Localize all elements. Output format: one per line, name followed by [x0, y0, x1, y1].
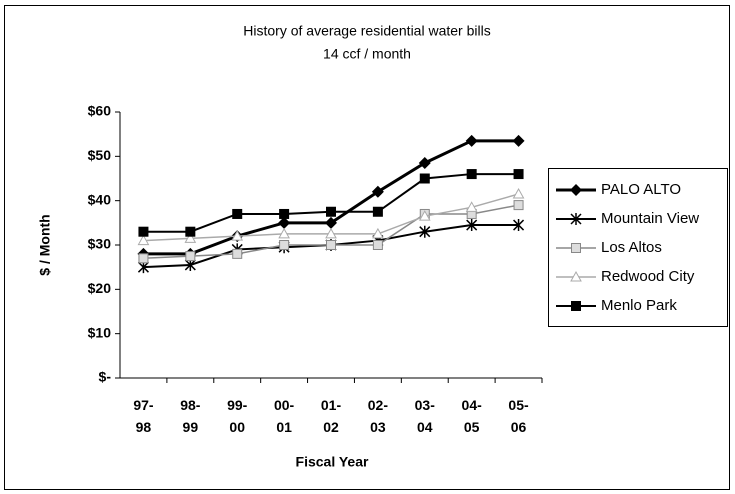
- data-point: [466, 169, 477, 180]
- data-point: [137, 234, 150, 246]
- data-point: [278, 227, 290, 239]
- x-axis-label: Fiscal Year: [296, 454, 369, 470]
- y-tick-label: $10: [88, 324, 112, 340]
- data-point: [513, 200, 524, 211]
- x-tick-label: 03-04: [414, 397, 435, 435]
- y-tick-label: $30: [88, 236, 112, 252]
- y-tick-label: $50: [88, 147, 112, 163]
- data-point: [326, 206, 336, 217]
- legend-marker: [570, 213, 582, 225]
- data-point: [372, 206, 383, 217]
- data-point: [278, 216, 291, 229]
- legend-label: Los Altos: [601, 239, 662, 256]
- data-point: [513, 219, 525, 232]
- legend-marker: [570, 184, 582, 196]
- data-point: [325, 227, 337, 239]
- x-tick-label: 99-00: [227, 397, 248, 435]
- legend-label: Menlo Park: [601, 297, 677, 314]
- data-point: [326, 240, 336, 250]
- data-point: [419, 225, 431, 238]
- data-point: [138, 226, 149, 237]
- data-point: [325, 216, 337, 229]
- data-point: [279, 240, 290, 250]
- legend-marker: [571, 243, 581, 253]
- data-point: [372, 227, 384, 239]
- data-point: [465, 134, 478, 147]
- data-point: [418, 156, 431, 169]
- x-tick-label: 04-05: [461, 397, 482, 435]
- data-point: [184, 232, 197, 243]
- legend-marker: [571, 301, 581, 311]
- y-tick-label: $20: [88, 280, 112, 296]
- chart-subtitle: 14 ccf / month: [323, 46, 411, 62]
- data-point: [371, 185, 384, 198]
- x-tick-label: 02-03: [367, 397, 388, 435]
- data-point: [231, 230, 244, 241]
- data-point: [185, 251, 196, 262]
- x-tick-label: 00-01: [273, 397, 295, 435]
- data-point: [419, 173, 430, 184]
- chart-title: History of average residential water bil…: [243, 23, 490, 39]
- data-point: [466, 219, 478, 232]
- data-point: [232, 208, 243, 219]
- data-point: [372, 240, 383, 250]
- legend-label: Redwood City: [601, 268, 695, 285]
- x-tick-label: 05-06: [508, 397, 529, 435]
- legend-marker: [570, 270, 582, 282]
- data-point: [465, 201, 478, 212]
- legend-label: PALO ALTO: [601, 181, 681, 198]
- y-tick-label: $60: [88, 103, 112, 119]
- data-point: [138, 253, 149, 264]
- x-tick-label: 98-99: [180, 397, 201, 435]
- y-tick-label: $-: [99, 369, 112, 385]
- y-tick-label: $40: [88, 191, 112, 207]
- data-point: [232, 248, 243, 259]
- data-point: [418, 210, 431, 221]
- legend-label: Mountain View: [601, 210, 699, 227]
- x-tick-label: 01-02: [320, 397, 342, 435]
- data-point: [512, 187, 525, 199]
- y-axis-label: $ / Month: [37, 214, 53, 275]
- data-point: [185, 226, 196, 237]
- data-point: [513, 169, 524, 180]
- frame: [4, 5, 730, 490]
- data-point: [279, 208, 290, 219]
- data-point: [512, 134, 525, 147]
- x-tick-label: 97-98: [133, 397, 154, 435]
